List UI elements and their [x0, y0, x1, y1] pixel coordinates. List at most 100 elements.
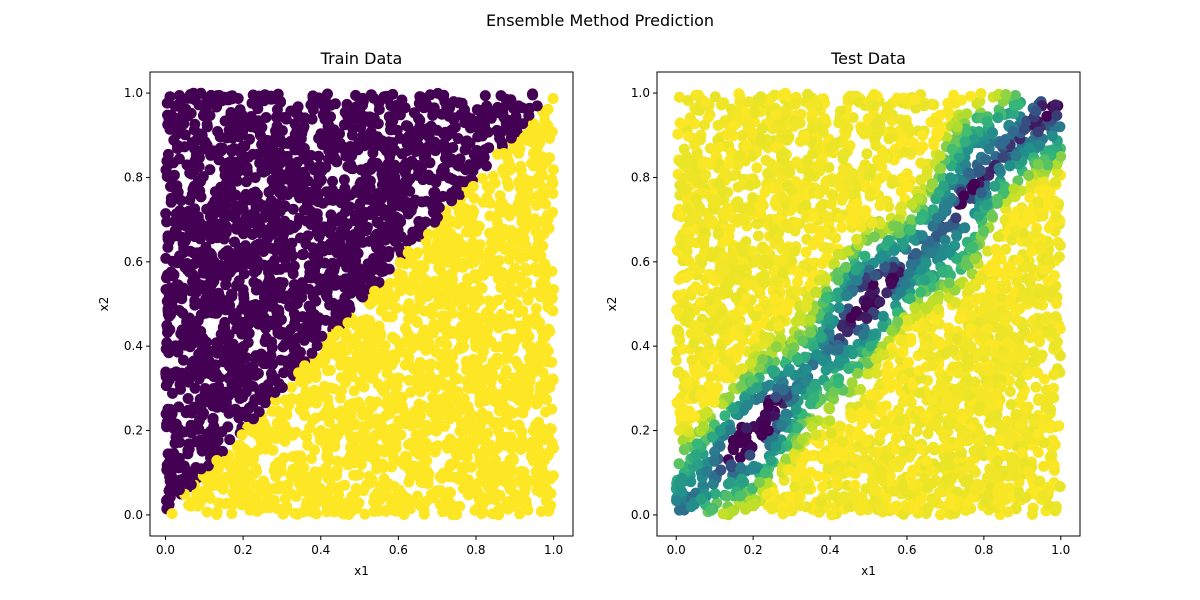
scatter-point [364, 448, 376, 459]
scatter-point [234, 439, 246, 451]
scatter-point [185, 426, 196, 438]
scatter-point [465, 258, 477, 269]
scatter-point [347, 163, 359, 175]
scatter-point [473, 151, 485, 163]
scatter-point [514, 143, 526, 154]
scatter-point [338, 142, 350, 153]
scatter-point [278, 293, 290, 304]
scatter-point [220, 184, 232, 196]
scatter-point [376, 383, 388, 395]
scatter-point [282, 331, 294, 343]
scatter-point [287, 268, 299, 280]
scatter-point [468, 410, 479, 422]
scatter-point [444, 214, 456, 226]
scatter-point [418, 261, 430, 273]
scatter-point [315, 128, 327, 140]
scatter-point [213, 497, 225, 509]
scatter-point [400, 336, 411, 348]
y-tick-label: 0.4 [124, 339, 143, 353]
scatter-point [477, 104, 489, 116]
scatter-point [519, 486, 530, 498]
scatter-point [367, 158, 379, 170]
scatter-point [277, 233, 289, 245]
scatter-point [168, 169, 180, 181]
scatter-point [534, 460, 546, 472]
scatter-point [352, 432, 364, 444]
scatter-point [321, 286, 333, 298]
scatter-point [512, 359, 524, 371]
scatter-point [492, 505, 504, 517]
scatter-point [480, 307, 492, 319]
scatter-point [301, 431, 313, 443]
scatter-point [391, 191, 403, 203]
scatter-point [348, 385, 360, 397]
scatter-point [468, 432, 480, 444]
scatter-point [308, 388, 320, 399]
scatter-point [392, 276, 404, 288]
scatter-point [366, 360, 378, 372]
scatter-point [294, 393, 306, 405]
scatter-point [351, 348, 363, 360]
scatter-point [218, 476, 229, 488]
scatter-point [414, 430, 426, 441]
scatter-point [252, 103, 264, 115]
scatter-point [508, 372, 520, 384]
scatter-point [546, 265, 558, 277]
scatter-point [243, 308, 255, 320]
scatter-point [298, 142, 310, 154]
scatter-point [437, 506, 449, 518]
scatter-point [207, 215, 219, 227]
scatter-point [360, 314, 372, 326]
scatter-point [166, 369, 178, 381]
scatter-point [406, 141, 418, 153]
scatter-point [300, 499, 312, 511]
scatter-point [233, 160, 245, 172]
scatter-point [373, 444, 385, 456]
scatter-point [312, 427, 324, 439]
scatter-point [178, 354, 189, 366]
scatter-point [266, 220, 278, 232]
scatter-point [475, 418, 487, 430]
scatter-point [518, 251, 530, 263]
scatter-point [186, 407, 198, 419]
scatter-point [187, 166, 199, 178]
scatter-point [387, 494, 399, 506]
scatter-point [315, 241, 327, 253]
scatter-point [269, 173, 281, 185]
x-tick-label: 0.4 [311, 543, 330, 557]
scatter-point [205, 275, 217, 287]
scatter-point [269, 372, 281, 384]
scatter-point [401, 177, 413, 189]
scatter-point [459, 104, 470, 116]
scatter-point [535, 283, 546, 295]
scatter-point [369, 285, 381, 297]
scatter-point [437, 190, 449, 202]
scatter-point [276, 125, 288, 137]
scatter-point [229, 206, 241, 218]
scatter-point [385, 119, 397, 131]
scatter-point [486, 489, 498, 501]
scatter-point [424, 373, 436, 385]
scatter-point [440, 148, 452, 160]
scatter-point [306, 347, 318, 359]
scatter-point [426, 302, 438, 314]
scatter-point [211, 401, 223, 413]
scatter-point [212, 347, 224, 359]
scatter-point [199, 254, 211, 266]
scatter-point [401, 492, 413, 504]
scatter-point [535, 250, 547, 261]
scatter-point [345, 237, 357, 249]
scatter-point [322, 470, 334, 482]
scatter-point [402, 247, 414, 259]
scatter-point [499, 461, 511, 473]
scatter-point [195, 176, 206, 188]
scatter-point [327, 297, 339, 309]
scatter-point [250, 502, 262, 514]
scatter-point [271, 111, 282, 123]
scatter-point [486, 110, 498, 122]
scatter-point [334, 311, 346, 323]
scatter-point [174, 205, 186, 217]
scatter-point [534, 163, 546, 175]
scatter-point [233, 131, 245, 143]
